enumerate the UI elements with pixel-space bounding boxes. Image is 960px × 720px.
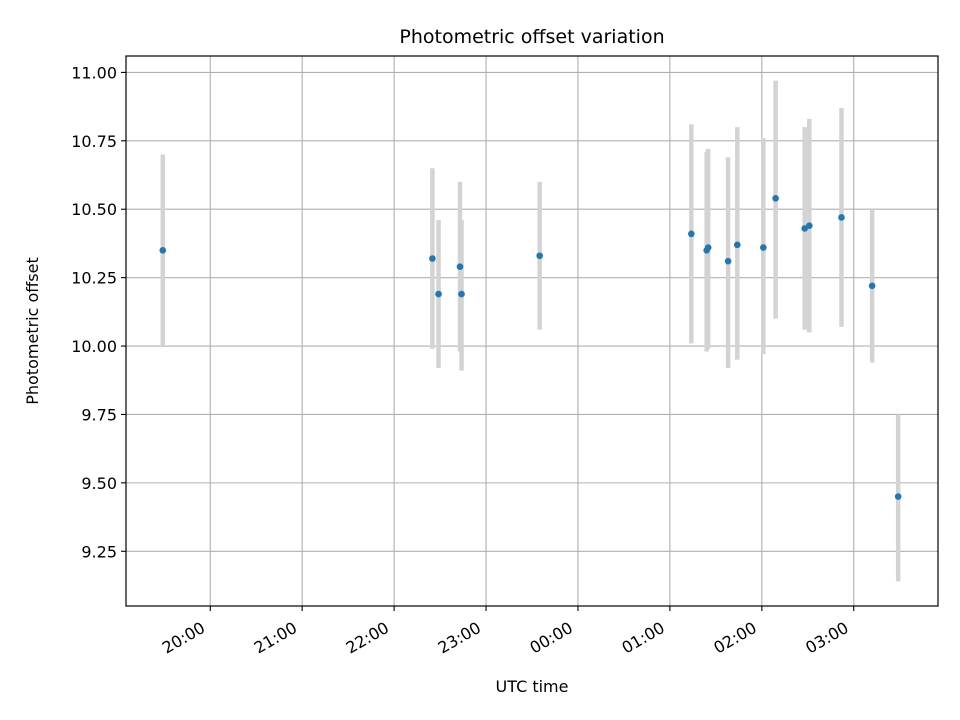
data-point [429,255,436,262]
data-point [772,194,779,202]
data-point [536,252,543,260]
y-tick-label: 10.75 [71,132,117,151]
y-tick-label: 9.75 [81,405,117,424]
data-point [760,244,767,251]
data-points [159,194,902,500]
data-point [435,290,442,298]
chart-title: Photometric offset variation [399,26,664,48]
y-tick-label: 10.25 [71,269,117,288]
x-axis-label: UTC time [496,677,569,696]
plot-frame [125,55,939,607]
data-point [456,263,464,270]
data-point [894,493,902,500]
y-tick-label: 10.50 [71,200,117,219]
data-point [868,282,876,290]
y-axis-label: Photometric offset [23,257,42,405]
y-tick-label: 9.25 [81,542,117,561]
data-point [733,241,741,249]
data-point [458,290,465,298]
y-tick-label: 9.50 [81,474,117,493]
data-point [688,230,695,238]
data-point [724,257,732,265]
y-tick-label: 10.00 [71,337,117,356]
y-axis-ticks: 9.25 9.50 9.75 10.00 10.25 10.50 10.75 11.00 [71,63,126,561]
data-point [838,214,845,221]
y-tick-label: 11.00 [71,63,117,82]
data-point [159,246,167,254]
data-point [806,222,813,229]
data-point [704,244,712,251]
